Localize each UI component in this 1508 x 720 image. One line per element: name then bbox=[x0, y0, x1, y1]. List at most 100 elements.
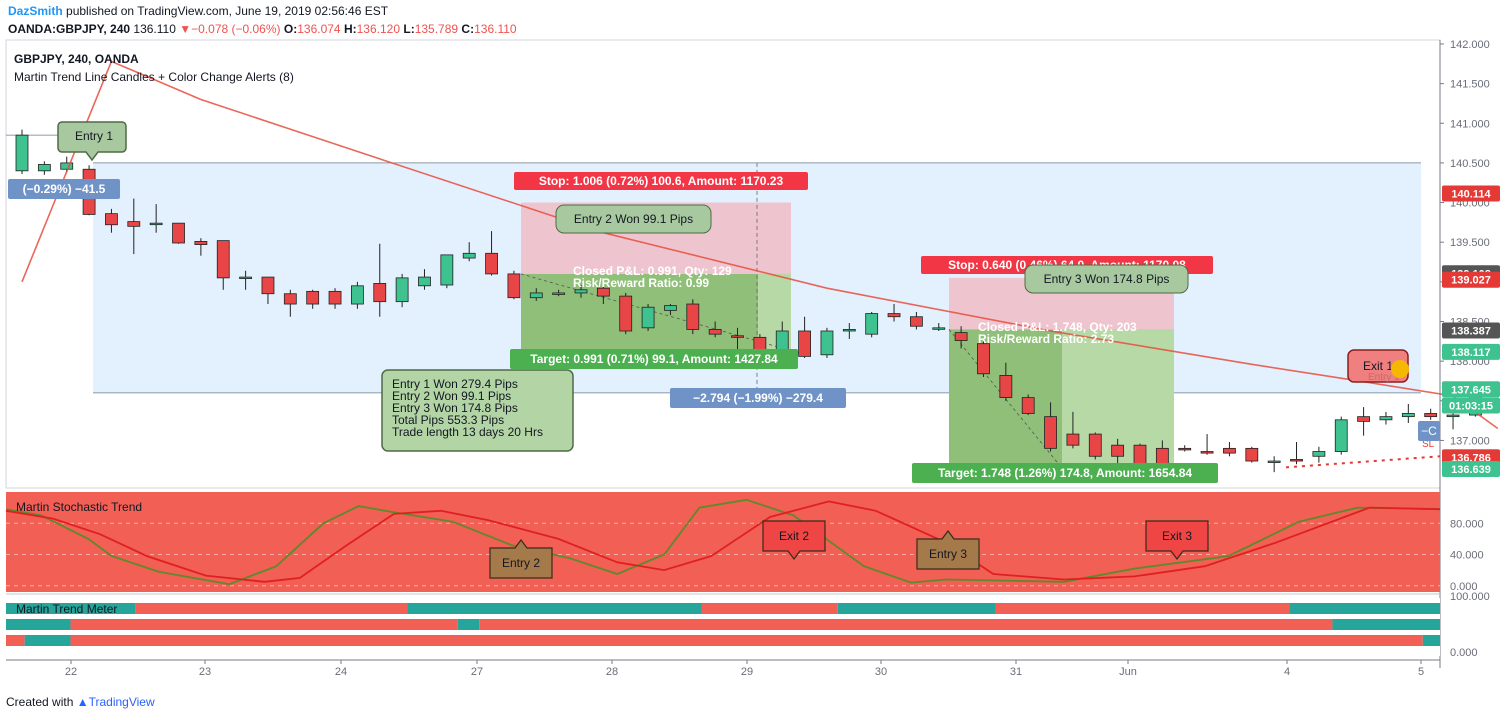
price-tick-label: 137.000 bbox=[1450, 435, 1490, 447]
candle bbox=[418, 276, 431, 287]
price-tag: 01:03:15 bbox=[1449, 401, 1493, 413]
candle bbox=[977, 343, 990, 375]
meter-segment bbox=[6, 603, 136, 614]
candle bbox=[15, 134, 29, 172]
stoch-bubble-label: Entry 2 bbox=[502, 556, 540, 570]
entry3-target-label: Target: 1.748 (1.26%) 174.8, Amount: 165… bbox=[938, 466, 1192, 480]
candle bbox=[1290, 459, 1303, 462]
entry1-change-label-bg bbox=[8, 179, 120, 199]
stoch-tick-label: 80.000 bbox=[1450, 518, 1484, 530]
candle bbox=[172, 222, 185, 244]
time-tick-label: 22 bbox=[65, 666, 77, 678]
candle bbox=[708, 329, 722, 335]
stoch-title: Martin Stochastic Trend bbox=[16, 500, 142, 514]
ohlc-line: OANDA:GBPJPY, 240 136.110 ▼−0.078 (−0.06… bbox=[8, 22, 517, 38]
close-key: C: bbox=[461, 22, 475, 36]
candle bbox=[1446, 414, 1460, 418]
entry1-label: Entry 1 bbox=[75, 129, 113, 143]
entry2-rr: Risk/Reward Ratio: 0.99 bbox=[573, 276, 709, 290]
time-tick-label: 29 bbox=[741, 666, 753, 678]
candle bbox=[954, 332, 968, 341]
candle bbox=[798, 330, 811, 357]
high-key: H: bbox=[343, 22, 357, 36]
candle bbox=[440, 254, 454, 286]
summary-line: Total Pips 553.3 Pips bbox=[392, 413, 504, 427]
high-value: 136.120 bbox=[356, 22, 401, 36]
candle bbox=[820, 330, 834, 356]
candle bbox=[1111, 444, 1125, 457]
candle bbox=[932, 327, 946, 330]
price-tick-label: 141.000 bbox=[1450, 118, 1490, 130]
candle bbox=[60, 162, 74, 170]
stoch-bubble-label: Entry 3 bbox=[929, 547, 967, 561]
entry2-stop-label: Stop: 1.006 (0.72%) 100.6, Amount: 1170.… bbox=[539, 174, 784, 188]
created-with-text: Created with bbox=[6, 695, 74, 709]
stoch-bubble bbox=[916, 530, 980, 570]
candle bbox=[149, 222, 163, 226]
low-value: 135.789 bbox=[414, 22, 459, 36]
summary-line: Entry 1 Won 279.4 Pips bbox=[392, 377, 518, 391]
entry2-target-label-bg bbox=[510, 349, 798, 369]
candle bbox=[462, 252, 476, 259]
entry3-result-box-bg bbox=[1024, 264, 1189, 294]
candle bbox=[753, 336, 767, 351]
meter-segment bbox=[135, 603, 408, 614]
candle bbox=[1424, 413, 1438, 418]
candle bbox=[1312, 451, 1326, 457]
price-tick-label: 141.500 bbox=[1450, 79, 1490, 91]
clipped-label: −C bbox=[1421, 424, 1437, 438]
candle bbox=[619, 295, 633, 332]
stoch-line bbox=[5, 498, 1441, 586]
price-tag: 140.114 bbox=[1451, 189, 1491, 201]
stoch-tick-label: 0.000 bbox=[1450, 581, 1478, 593]
meter-segment bbox=[1332, 619, 1440, 630]
meter-segment bbox=[6, 619, 71, 630]
stoch-bubble bbox=[1145, 520, 1209, 560]
meter-segment bbox=[1422, 635, 1440, 646]
price-tag: 138.387 bbox=[1451, 325, 1491, 337]
summary-line: Entry 3 Won 174.8 Pips bbox=[392, 401, 518, 415]
time-tick-label: 31 bbox=[1010, 666, 1022, 678]
candle bbox=[328, 290, 342, 305]
price-tag-bg bbox=[1442, 185, 1500, 202]
entry3-pnl: Closed P&L: 1.748, Qty: 203 bbox=[978, 320, 1137, 334]
author-name[interactable]: DazSmith bbox=[8, 4, 63, 18]
measure-label: −2.794 (−1.99%) −279.4 bbox=[693, 391, 823, 405]
meter-segment bbox=[457, 619, 480, 630]
candle bbox=[1334, 419, 1348, 452]
meter-segment bbox=[70, 635, 1423, 646]
price-tag: 138.117 bbox=[1451, 347, 1490, 359]
candle bbox=[37, 164, 51, 172]
sl-label: SL bbox=[1422, 439, 1435, 450]
price-tag-bg bbox=[1442, 381, 1500, 398]
stoch-line bbox=[5, 500, 1441, 583]
chart-title: GBPJPY, 240, OANDA bbox=[14, 52, 139, 66]
clipped-label-bg bbox=[1418, 421, 1440, 441]
candle bbox=[239, 276, 253, 279]
candle bbox=[999, 375, 1013, 399]
price-tag: 137.645 bbox=[1451, 384, 1491, 396]
meter-title: Martin Trend Meter bbox=[16, 602, 117, 616]
candle bbox=[507, 273, 521, 299]
indicator-name: Martin Trend Line Candles + Color Change… bbox=[14, 70, 294, 84]
meter-segment bbox=[70, 619, 458, 630]
low-key: L: bbox=[403, 22, 415, 36]
candle bbox=[664, 305, 677, 311]
candle bbox=[887, 313, 901, 318]
candle bbox=[216, 240, 230, 279]
summary-line: Trade length 13 days 20 Hrs bbox=[392, 425, 543, 439]
candle bbox=[1021, 397, 1035, 414]
stoch-bubble-label: Exit 3 bbox=[1162, 529, 1192, 543]
time-tick-label: 28 bbox=[606, 666, 618, 678]
candle bbox=[395, 277, 409, 303]
candle bbox=[1267, 460, 1281, 463]
entry2-result-box: Entry 2 Won 99.1 Pips bbox=[574, 212, 693, 226]
candle bbox=[1245, 447, 1259, 462]
exit-dot-icon bbox=[1391, 360, 1409, 378]
price-tag-bg bbox=[1442, 343, 1500, 360]
entry3-result-box: Entry 3 Won 174.8 Pips bbox=[1044, 272, 1170, 286]
tradingview-brand[interactable]: TradingView bbox=[88, 695, 155, 709]
candle bbox=[1200, 451, 1214, 454]
candle bbox=[529, 292, 543, 299]
